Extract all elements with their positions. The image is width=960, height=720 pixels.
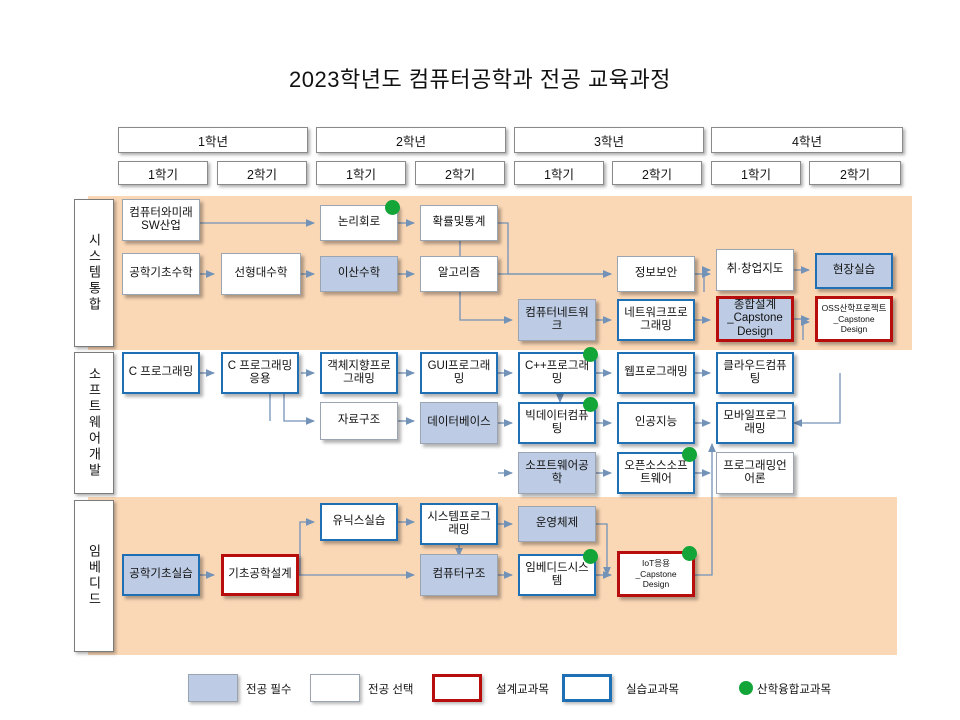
course-box[interactable]: 유닉스실습	[320, 503, 398, 541]
industry-convergence-dot-icon	[385, 200, 400, 215]
course-box[interactable]: 모바일프로그래밍	[716, 402, 794, 444]
category-label-embedded: 임베디드	[74, 500, 114, 652]
legend-swatch-industry-icon	[739, 681, 753, 695]
semester-header-7: 1학기	[711, 161, 801, 185]
course-box[interactable]: 운영체제	[518, 506, 596, 542]
semester-header-1: 1학기	[118, 161, 208, 185]
course-box[interactable]: 선형대수학	[221, 253, 301, 295]
course-box[interactable]: C 프로그래밍	[122, 352, 200, 394]
semester-header-4: 2학기	[415, 161, 505, 185]
course-box[interactable]: 현장실습	[815, 253, 893, 289]
course-box[interactable]: GUI프로그래밍	[420, 352, 498, 394]
course-box[interactable]: 데이터베이스	[420, 402, 498, 444]
legend-label-design: 설계교과목	[496, 684, 549, 696]
legend-swatch-required	[188, 674, 238, 702]
semester-header-3: 1학기	[316, 161, 406, 185]
year-header-1: 1학년	[118, 127, 308, 153]
category-label-text: 시스템통합	[86, 233, 102, 313]
legend-swatch-lab	[562, 674, 612, 702]
industry-convergence-dot-icon	[583, 347, 598, 362]
course-box[interactable]: 컴퓨터구조	[420, 554, 498, 596]
industry-convergence-dot-icon	[583, 397, 598, 412]
course-box[interactable]: 이산수학	[320, 256, 398, 292]
course-box[interactable]: 취·창업지도	[716, 249, 794, 291]
course-box[interactable]: 컴퓨터와미래SW산업	[122, 199, 200, 241]
course-box[interactable]: 컴퓨터네트워크	[518, 299, 596, 341]
industry-convergence-dot-icon	[682, 546, 697, 561]
course-box[interactable]: C++프로그래밍	[518, 352, 596, 394]
course-box[interactable]: C 프로그래밍 응용	[221, 352, 299, 394]
course-box[interactable]: 자료구조	[320, 402, 398, 440]
category-label-text: 임베디드	[86, 544, 102, 608]
course-box[interactable]: 공학기초수학	[122, 253, 200, 295]
course-box[interactable]: OSS산학프로젝트_Capstone Design	[815, 296, 893, 342]
category-label-text: 소프트웨어개발	[86, 367, 102, 479]
course-box[interactable]: 빅데이터컴퓨팅	[518, 402, 596, 444]
course-box[interactable]: 알고리즘	[420, 256, 498, 292]
course-box[interactable]: 인공지능	[617, 402, 695, 444]
course-box[interactable]: 시스템프로그래밍	[420, 503, 498, 545]
course-box[interactable]: 웹프로그래밍	[617, 352, 695, 394]
legend-label-industry: 산학융합교과목	[757, 684, 832, 696]
year-header-2: 2학년	[316, 127, 506, 153]
course-box[interactable]: 클라우드컴퓨팅	[716, 352, 794, 394]
course-box[interactable]: 확률및통계	[420, 205, 498, 241]
course-box[interactable]: 네트워크프로그래밍	[617, 299, 695, 341]
industry-convergence-dot-icon	[682, 447, 697, 462]
course-box[interactable]: 공학기초실습	[122, 554, 200, 596]
course-box[interactable]: 오픈소스소프트웨어	[617, 452, 695, 494]
semester-header-8: 2학기	[809, 161, 901, 185]
course-box[interactable]: 기초공학설계	[221, 554, 299, 596]
page-title: 2023학년도 컴퓨터공학과 전공 교육과정	[289, 67, 671, 92]
course-box[interactable]: IoT응용_Capstone Design	[617, 551, 695, 597]
course-box[interactable]: 임베디드시스템	[518, 554, 596, 596]
course-box[interactable]: 객체지향프로그래밍	[320, 352, 398, 394]
category-label-software-development: 소프트웨어개발	[74, 352, 114, 494]
course-box[interactable]: 종합설계_Capstone Design	[716, 296, 794, 342]
legend-swatch-elective	[310, 674, 360, 702]
semester-header-6: 2학기	[612, 161, 702, 185]
semester-header-5: 1학기	[514, 161, 604, 185]
year-header-3: 3학년	[514, 127, 704, 153]
course-box[interactable]: 프로그래밍언어론	[716, 452, 794, 494]
industry-convergence-dot-icon	[583, 549, 598, 564]
legend-swatch-design	[432, 674, 482, 702]
course-box[interactable]: 소프트웨어공학	[518, 452, 596, 494]
category-label-system-integration: 시스템통합	[74, 199, 114, 347]
course-box[interactable]: 정보보안	[617, 256, 695, 292]
year-header-4: 4학년	[711, 127, 903, 153]
legend-label-elective: 전공 선택	[368, 684, 414, 696]
legend-label-lab: 실습교과목	[626, 684, 679, 696]
semester-header-2: 2학기	[217, 161, 307, 185]
legend-label-required: 전공 필수	[246, 684, 292, 696]
